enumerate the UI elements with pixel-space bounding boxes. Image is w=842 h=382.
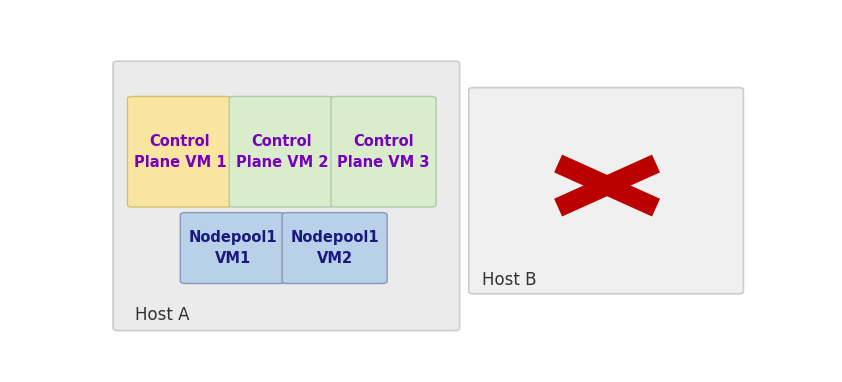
FancyBboxPatch shape	[180, 213, 285, 283]
FancyBboxPatch shape	[331, 96, 436, 207]
Text: Nodepool1
VM2: Nodepool1 VM2	[290, 230, 379, 266]
FancyBboxPatch shape	[127, 96, 232, 207]
FancyBboxPatch shape	[469, 87, 743, 294]
Text: Control
Plane VM 3: Control Plane VM 3	[338, 134, 429, 170]
Text: Nodepool1
VM1: Nodepool1 VM1	[189, 230, 277, 266]
Text: Host B: Host B	[482, 270, 537, 288]
FancyBboxPatch shape	[113, 61, 460, 330]
FancyBboxPatch shape	[282, 213, 387, 283]
Text: Control
Plane VM 2: Control Plane VM 2	[236, 134, 328, 170]
Text: Control
Plane VM 1: Control Plane VM 1	[134, 134, 226, 170]
FancyBboxPatch shape	[229, 96, 334, 207]
Text: Host A: Host A	[135, 306, 189, 324]
